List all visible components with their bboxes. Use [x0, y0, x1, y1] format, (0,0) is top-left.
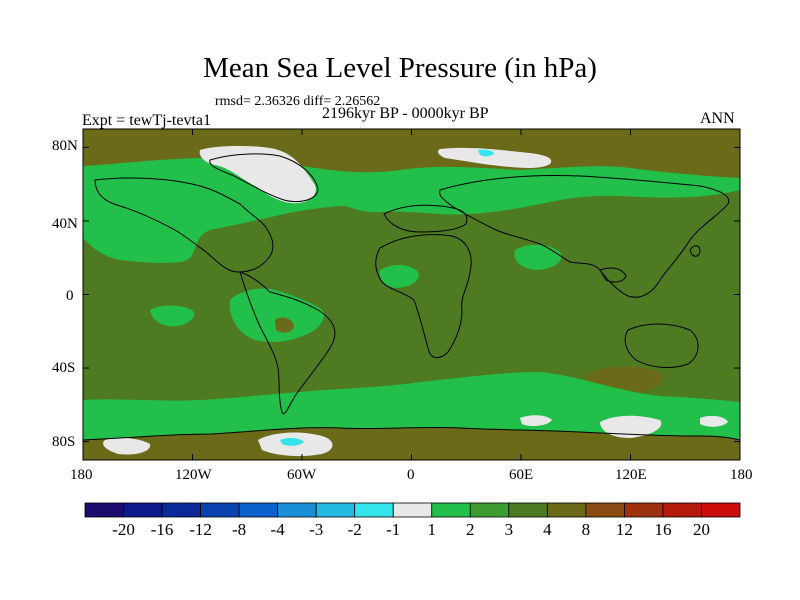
colorbar-swatch: [662, 502, 702, 518]
colorbar-swatch: [585, 502, 625, 518]
experiment-label: Expt = tewTj-tevta1: [82, 112, 211, 129]
lon-label-180w: 180: [70, 467, 93, 483]
colorbar-label: 12: [615, 520, 633, 539]
colorbar-swatch: [123, 502, 163, 518]
region-white-patch: [520, 415, 552, 427]
region-white-greenland: [199, 145, 316, 204]
lat-label-40s: 40S: [52, 360, 76, 376]
colorbar-label: -16: [150, 520, 174, 539]
coast-islands-se-asia: [599, 267, 627, 283]
region-white-arctic: [437, 147, 552, 168]
coastlines: [83, 153, 740, 441]
colorbar-label: 2: [466, 520, 475, 539]
colorbar-label: 4: [543, 520, 552, 539]
colorbar-label: -3: [309, 520, 324, 539]
colorbar-swatch: [161, 502, 201, 518]
axis-ticks: [82, 129, 741, 460]
colorbar-label: -1: [386, 520, 401, 539]
colorbar-swatch: [315, 502, 356, 518]
colorbar-swatch: [546, 502, 587, 518]
lon-label-60w: 60W: [287, 467, 317, 483]
chart-title: Mean Sea Level Pressure (in hPa): [203, 52, 597, 84]
coast-asia: [439, 175, 730, 298]
stats-line: rmsd= 2.36326 diff= 2.26562: [215, 94, 381, 109]
colorbar-label: -12: [189, 520, 212, 539]
lon-label-120e: 120E: [615, 467, 647, 483]
region-cyan-arctic: [478, 149, 494, 157]
lon-label-60e: 60E: [509, 467, 534, 483]
colorbar-swatch: [624, 502, 664, 518]
colorbar-swatch: [701, 502, 741, 518]
lat-label-0: 0: [66, 288, 74, 304]
colorbar-swatch: [392, 502, 433, 518]
colorbar-label: 20: [692, 520, 710, 539]
coast-greenland: [209, 153, 319, 203]
lat-label-80s: 80S: [52, 434, 76, 450]
lon-label-0: 0: [407, 467, 415, 483]
pressure-field: [83, 129, 740, 460]
coast-europe: [383, 204, 468, 233]
region-high-samerica: [275, 317, 294, 333]
colorbar-label: 3: [504, 520, 514, 539]
colorbar-label: 8: [581, 520, 591, 539]
region-white-patch-east: [700, 415, 728, 427]
colorbar-label: -8: [232, 520, 247, 539]
colorbar-swatch: [238, 502, 279, 518]
season-label: ANN: [700, 110, 735, 127]
colorbar-swatch: [84, 502, 124, 518]
region-low-asia: [514, 244, 562, 270]
region-high-antarctic: [83, 427, 740, 460]
coast-antarctica: [83, 426, 740, 441]
colorbar-swatch: [277, 502, 317, 518]
region-white-east-antarctic: [600, 415, 662, 438]
colorbar-swatch: [508, 502, 548, 518]
region-high-north: [83, 129, 740, 178]
lon-label-180e: 180: [730, 467, 753, 483]
colorbar-label: -2: [347, 520, 362, 539]
colorbar: [84, 502, 741, 518]
colorbar-label: -4: [270, 520, 285, 539]
region-low-africa: [379, 264, 419, 288]
coast-north-america: [94, 177, 274, 273]
coast-africa: [375, 234, 472, 358]
colorbar-swatch: [354, 502, 394, 518]
region-low-north: [83, 157, 740, 263]
colorbar-swatch: [469, 502, 510, 518]
colorbar-label: -20: [112, 520, 135, 539]
coast-japan: [689, 245, 701, 257]
lon-label-120w: 120W: [175, 467, 212, 483]
coast-australia: [624, 323, 699, 368]
region-white-ross: [103, 437, 151, 455]
colorbar-label: 1: [427, 520, 437, 539]
colorbar-swatch: [431, 502, 471, 518]
region-low-pacific: [150, 305, 195, 327]
lat-label-80n: 80N: [52, 138, 78, 154]
colorbar-label: 16: [654, 520, 672, 539]
region-cyan-weddell: [280, 437, 304, 446]
period-label: 2196kyr BP - 0000kyr BP: [322, 105, 489, 122]
lat-label-40n: 40N: [52, 216, 78, 232]
coast-south-america: [239, 271, 336, 415]
colorbar-swatch: [200, 502, 240, 518]
